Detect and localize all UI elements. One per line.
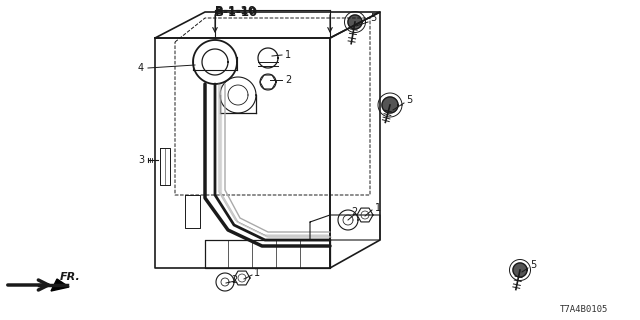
Text: 4: 4 — [138, 63, 144, 73]
Text: B-1-10: B-1-10 — [215, 6, 256, 16]
Text: 2: 2 — [232, 275, 238, 285]
Text: 1: 1 — [375, 203, 381, 213]
Polygon shape — [51, 279, 69, 291]
Polygon shape — [513, 263, 527, 277]
Text: 2: 2 — [285, 75, 291, 85]
Text: 1: 1 — [254, 268, 260, 278]
Text: 1: 1 — [285, 50, 291, 60]
Text: FR.: FR. — [60, 272, 81, 282]
Polygon shape — [382, 97, 398, 113]
Text: T7A4B0105: T7A4B0105 — [560, 305, 609, 314]
Text: 5: 5 — [530, 260, 536, 270]
Text: 5: 5 — [370, 13, 376, 23]
Text: 3: 3 — [138, 155, 144, 165]
Text: 2: 2 — [352, 207, 358, 217]
Text: 5: 5 — [406, 95, 412, 105]
Text: B-1-10: B-1-10 — [215, 6, 258, 19]
Polygon shape — [348, 15, 362, 29]
